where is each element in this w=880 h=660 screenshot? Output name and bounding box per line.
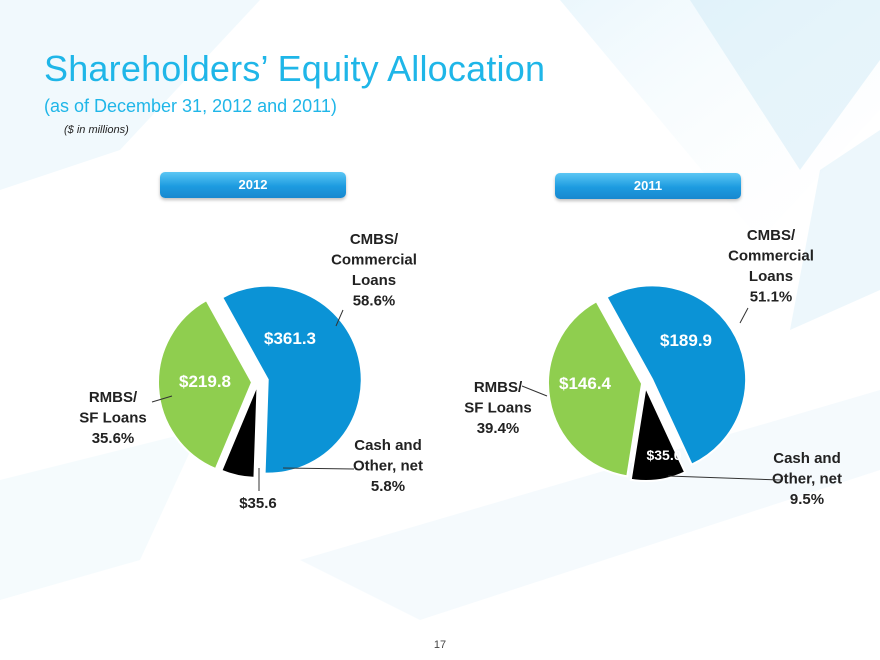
page-subtitle: (as of December 31, 2012 and 2011) <box>44 96 337 116</box>
value-label-cash-2011: $35.0 <box>646 447 681 463</box>
pie-slice-rmbs-2011 <box>547 299 644 478</box>
leader-line-cash-2012 <box>282 467 355 470</box>
pie-slice-cash-2011 <box>629 383 687 482</box>
pie-chart-2012: $361.3 CMBS/Commercial Loans 58.6% Cash and O… <box>79 231 423 512</box>
value-label-rmbs-2011: $146.4 <box>559 374 612 393</box>
leader-line-cmbs-2011 <box>739 307 749 324</box>
leader-line-cmbs-2012 <box>335 309 344 327</box>
year-tab-2011: 2011 <box>555 173 741 199</box>
leader-line-rmbs-2011 <box>521 385 548 397</box>
pie-chart-2011: $189.9 CMBS/Commercial Loans 51.1% $35.0 Cash… <box>464 227 842 508</box>
value-label-cash-2012: $35.6 <box>239 495 277 512</box>
category-label-rmbs-2012: RMBS/SF Loans 35.6% <box>79 389 147 447</box>
year-tab-2012: 2012 <box>160 172 346 198</box>
leader-line-rmbs-2012 <box>151 395 173 403</box>
category-label-cash-2011: Cash and Other, net 9.5% <box>772 450 842 508</box>
page-title: Shareholders’ Equity Allocation <box>44 48 546 89</box>
category-label-rmbs-2011: RMBS/SF Loans 39.4% <box>464 379 532 437</box>
pie-slice-cash-2012 <box>220 383 259 479</box>
category-label-cmbs-2012: CMBS/Commercial Loans 58.6% <box>331 231 417 310</box>
units-note: ($ in millions) <box>64 124 129 136</box>
leader-line-cash-2011 <box>667 475 782 481</box>
page-number: 17 <box>433 639 447 651</box>
value-label-rmbs-2012: $219.8 <box>179 372 231 391</box>
pie-slice-rmbs-2012 <box>157 298 254 471</box>
category-label-cmbs-2011: CMBS/Commercial Loans 51.1% <box>728 227 814 306</box>
pie-slice-cmbs-2011 <box>605 284 748 466</box>
value-label-cmbs-2012: $361.3 <box>264 329 316 348</box>
pie-slice-cmbs-2012 <box>220 284 363 475</box>
value-label-cmbs-2011: $189.9 <box>660 331 712 350</box>
category-label-cash-2012: Cash and Other, net 5.8% <box>353 437 423 495</box>
